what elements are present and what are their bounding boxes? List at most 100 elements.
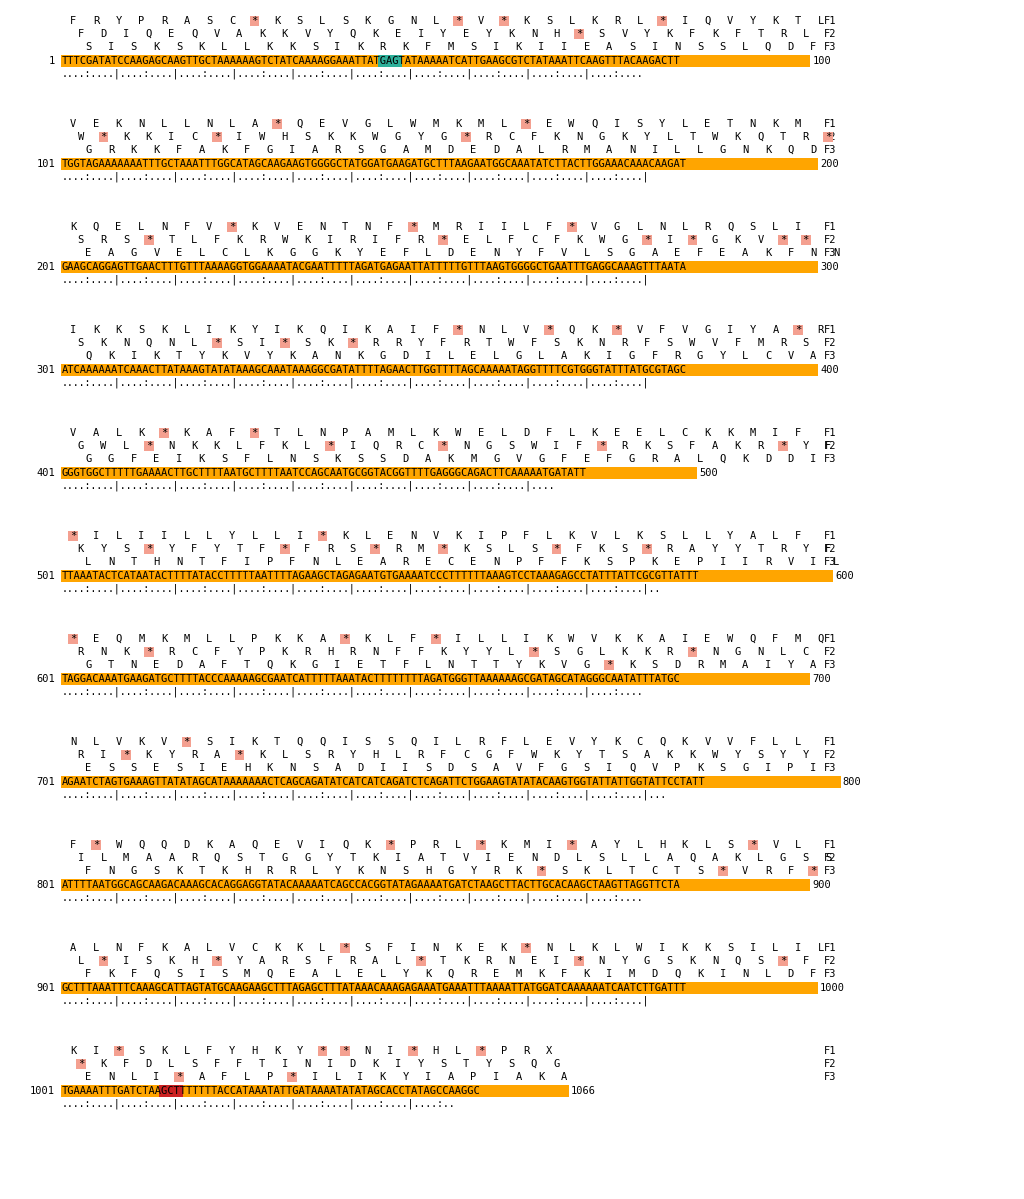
Text: 100: 100 bbox=[812, 56, 831, 66]
Text: F2: F2 bbox=[824, 852, 837, 863]
Text: D: D bbox=[765, 454, 771, 464]
Text: Q: Q bbox=[161, 840, 167, 850]
Text: S: S bbox=[825, 852, 831, 863]
Text: S: S bbox=[311, 454, 318, 464]
Text: N: N bbox=[176, 558, 182, 567]
Text: K: K bbox=[100, 338, 106, 348]
Text: L: L bbox=[206, 531, 212, 541]
Text: T: T bbox=[440, 956, 446, 966]
Text: *: * bbox=[282, 338, 288, 348]
Text: L: L bbox=[85, 558, 91, 567]
Text: F: F bbox=[387, 942, 393, 953]
Text: L: L bbox=[447, 351, 454, 361]
FancyBboxPatch shape bbox=[325, 441, 335, 451]
Text: M: M bbox=[244, 969, 250, 980]
Text: S: S bbox=[508, 441, 514, 451]
FancyBboxPatch shape bbox=[574, 956, 584, 966]
Text: Q: Q bbox=[145, 29, 152, 40]
Text: R: R bbox=[266, 866, 272, 876]
Text: S: S bbox=[546, 16, 552, 26]
Text: I: I bbox=[682, 16, 688, 26]
FancyBboxPatch shape bbox=[499, 16, 509, 26]
Text: R: R bbox=[327, 544, 333, 554]
Text: Q: Q bbox=[266, 659, 272, 670]
Text: S: S bbox=[470, 42, 476, 52]
FancyBboxPatch shape bbox=[61, 570, 834, 582]
Text: D: D bbox=[349, 1059, 355, 1070]
Text: *: * bbox=[780, 441, 786, 451]
Text: K: K bbox=[349, 132, 355, 141]
Text: Y: Y bbox=[659, 119, 666, 129]
Text: E: E bbox=[357, 659, 364, 670]
Text: N: N bbox=[365, 222, 371, 231]
Text: K: K bbox=[447, 454, 454, 464]
Text: E: E bbox=[546, 119, 552, 129]
Text: F: F bbox=[440, 338, 446, 348]
Text: F: F bbox=[689, 29, 695, 40]
Text: K: K bbox=[266, 42, 272, 52]
Text: I: I bbox=[335, 659, 341, 670]
Text: K: K bbox=[335, 248, 341, 258]
Text: K: K bbox=[100, 1059, 106, 1070]
Text: T: T bbox=[244, 659, 250, 670]
Text: A: A bbox=[199, 1072, 205, 1081]
Text: L: L bbox=[613, 531, 621, 541]
Text: I: I bbox=[493, 42, 500, 52]
Text: F: F bbox=[561, 454, 567, 464]
Text: L: L bbox=[395, 751, 401, 760]
FancyBboxPatch shape bbox=[438, 441, 449, 451]
Text: I: I bbox=[539, 42, 545, 52]
Text: P: P bbox=[674, 763, 681, 773]
Text: *: * bbox=[501, 16, 507, 26]
FancyBboxPatch shape bbox=[409, 222, 418, 231]
Text: F1: F1 bbox=[824, 1046, 837, 1056]
Text: Q: Q bbox=[93, 222, 99, 231]
FancyBboxPatch shape bbox=[794, 325, 803, 335]
Text: *: * bbox=[327, 441, 333, 451]
Text: K: K bbox=[577, 338, 583, 348]
Text: G: G bbox=[742, 763, 749, 773]
Text: K: K bbox=[161, 1046, 167, 1056]
Text: A: A bbox=[372, 956, 379, 966]
Text: ....:....|....:....|....:....|....:....|....:....|....:....|....:....|....:....|: ....:....|....:....|....:....|....:....|… bbox=[62, 995, 649, 1006]
Text: E: E bbox=[395, 29, 401, 40]
Text: R: R bbox=[463, 338, 469, 348]
Text: A: A bbox=[644, 751, 650, 760]
Text: F: F bbox=[795, 531, 801, 541]
Text: V: V bbox=[154, 248, 160, 258]
Text: S: S bbox=[380, 454, 386, 464]
Text: F: F bbox=[395, 647, 401, 657]
Text: E: E bbox=[530, 956, 537, 966]
Text: F: F bbox=[402, 659, 409, 670]
Text: N: N bbox=[599, 338, 605, 348]
Text: I: I bbox=[765, 763, 771, 773]
Text: I: I bbox=[659, 942, 666, 953]
Text: K: K bbox=[682, 737, 688, 747]
Text: L: L bbox=[93, 942, 99, 953]
Text: T: T bbox=[199, 558, 205, 567]
Text: K: K bbox=[734, 235, 740, 245]
Text: N: N bbox=[319, 222, 326, 231]
Text: Q: Q bbox=[817, 634, 824, 644]
FancyBboxPatch shape bbox=[250, 428, 259, 438]
Text: I: I bbox=[228, 737, 234, 747]
Text: I: I bbox=[456, 634, 462, 644]
Text: L: L bbox=[637, 222, 643, 231]
Text: K: K bbox=[199, 454, 205, 464]
Text: I: I bbox=[206, 325, 212, 335]
FancyBboxPatch shape bbox=[91, 840, 101, 850]
Text: W: W bbox=[568, 634, 574, 644]
Text: *: * bbox=[546, 325, 552, 335]
Text: F: F bbox=[795, 428, 801, 438]
Text: K: K bbox=[613, 634, 621, 644]
Text: A: A bbox=[750, 531, 756, 541]
Text: K: K bbox=[259, 751, 265, 760]
Text: A: A bbox=[606, 42, 612, 52]
Text: S: S bbox=[584, 763, 590, 773]
Text: A: A bbox=[228, 840, 234, 850]
Text: L: L bbox=[501, 428, 507, 438]
Text: S: S bbox=[311, 42, 318, 52]
Text: D: D bbox=[493, 145, 500, 155]
Text: V: V bbox=[622, 29, 628, 40]
Text: *: * bbox=[145, 441, 152, 451]
